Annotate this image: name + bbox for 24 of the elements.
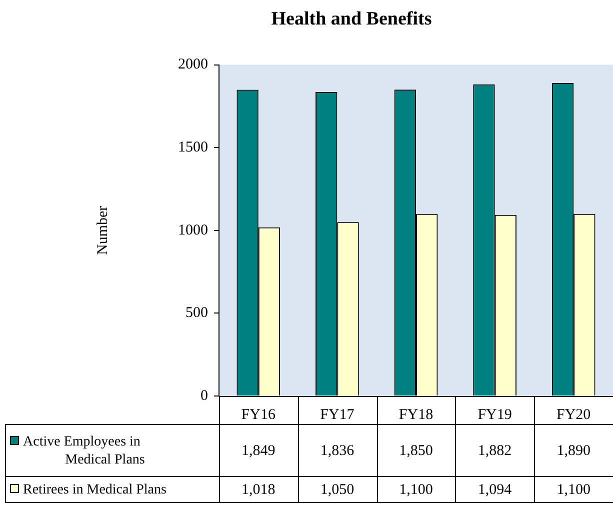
data-label: 1,100 <box>556 482 590 498</box>
data-label: 1,849 <box>242 442 276 459</box>
y-tick-label: 1000 <box>178 222 208 238</box>
legend-label: Active Employees in Medical Plans <box>23 434 145 468</box>
data-label: 1,836 <box>320 442 355 459</box>
x-tick-label: FY20 <box>556 406 591 423</box>
y-tick-label: 0 <box>200 388 208 404</box>
y-tick-label: 1500 <box>178 140 208 156</box>
x-tick-label: FY19 <box>478 406 512 423</box>
y-axis-title: Number <box>94 206 111 255</box>
x-tick-label: FY17 <box>320 406 355 423</box>
data-label: 1,890 <box>556 442 590 459</box>
chart-title: Health and Benefits <box>271 8 432 30</box>
data-label: 1,850 <box>399 442 433 459</box>
y-tick-label: 500 <box>186 305 208 322</box>
x-tick-label: FY16 <box>241 406 276 423</box>
x-tick-label: FY18 <box>398 406 434 423</box>
data-label: 1,050 <box>320 482 354 498</box>
data-label: 1,100 <box>399 482 433 498</box>
data-label: 1,018 <box>242 482 276 498</box>
legend-label: Retirees in Medical Plans <box>23 482 166 498</box>
data-label: 1,882 <box>478 442 512 459</box>
data-label: 1,094 <box>478 482 512 498</box>
y-tick-label: 2000 <box>178 56 208 73</box>
